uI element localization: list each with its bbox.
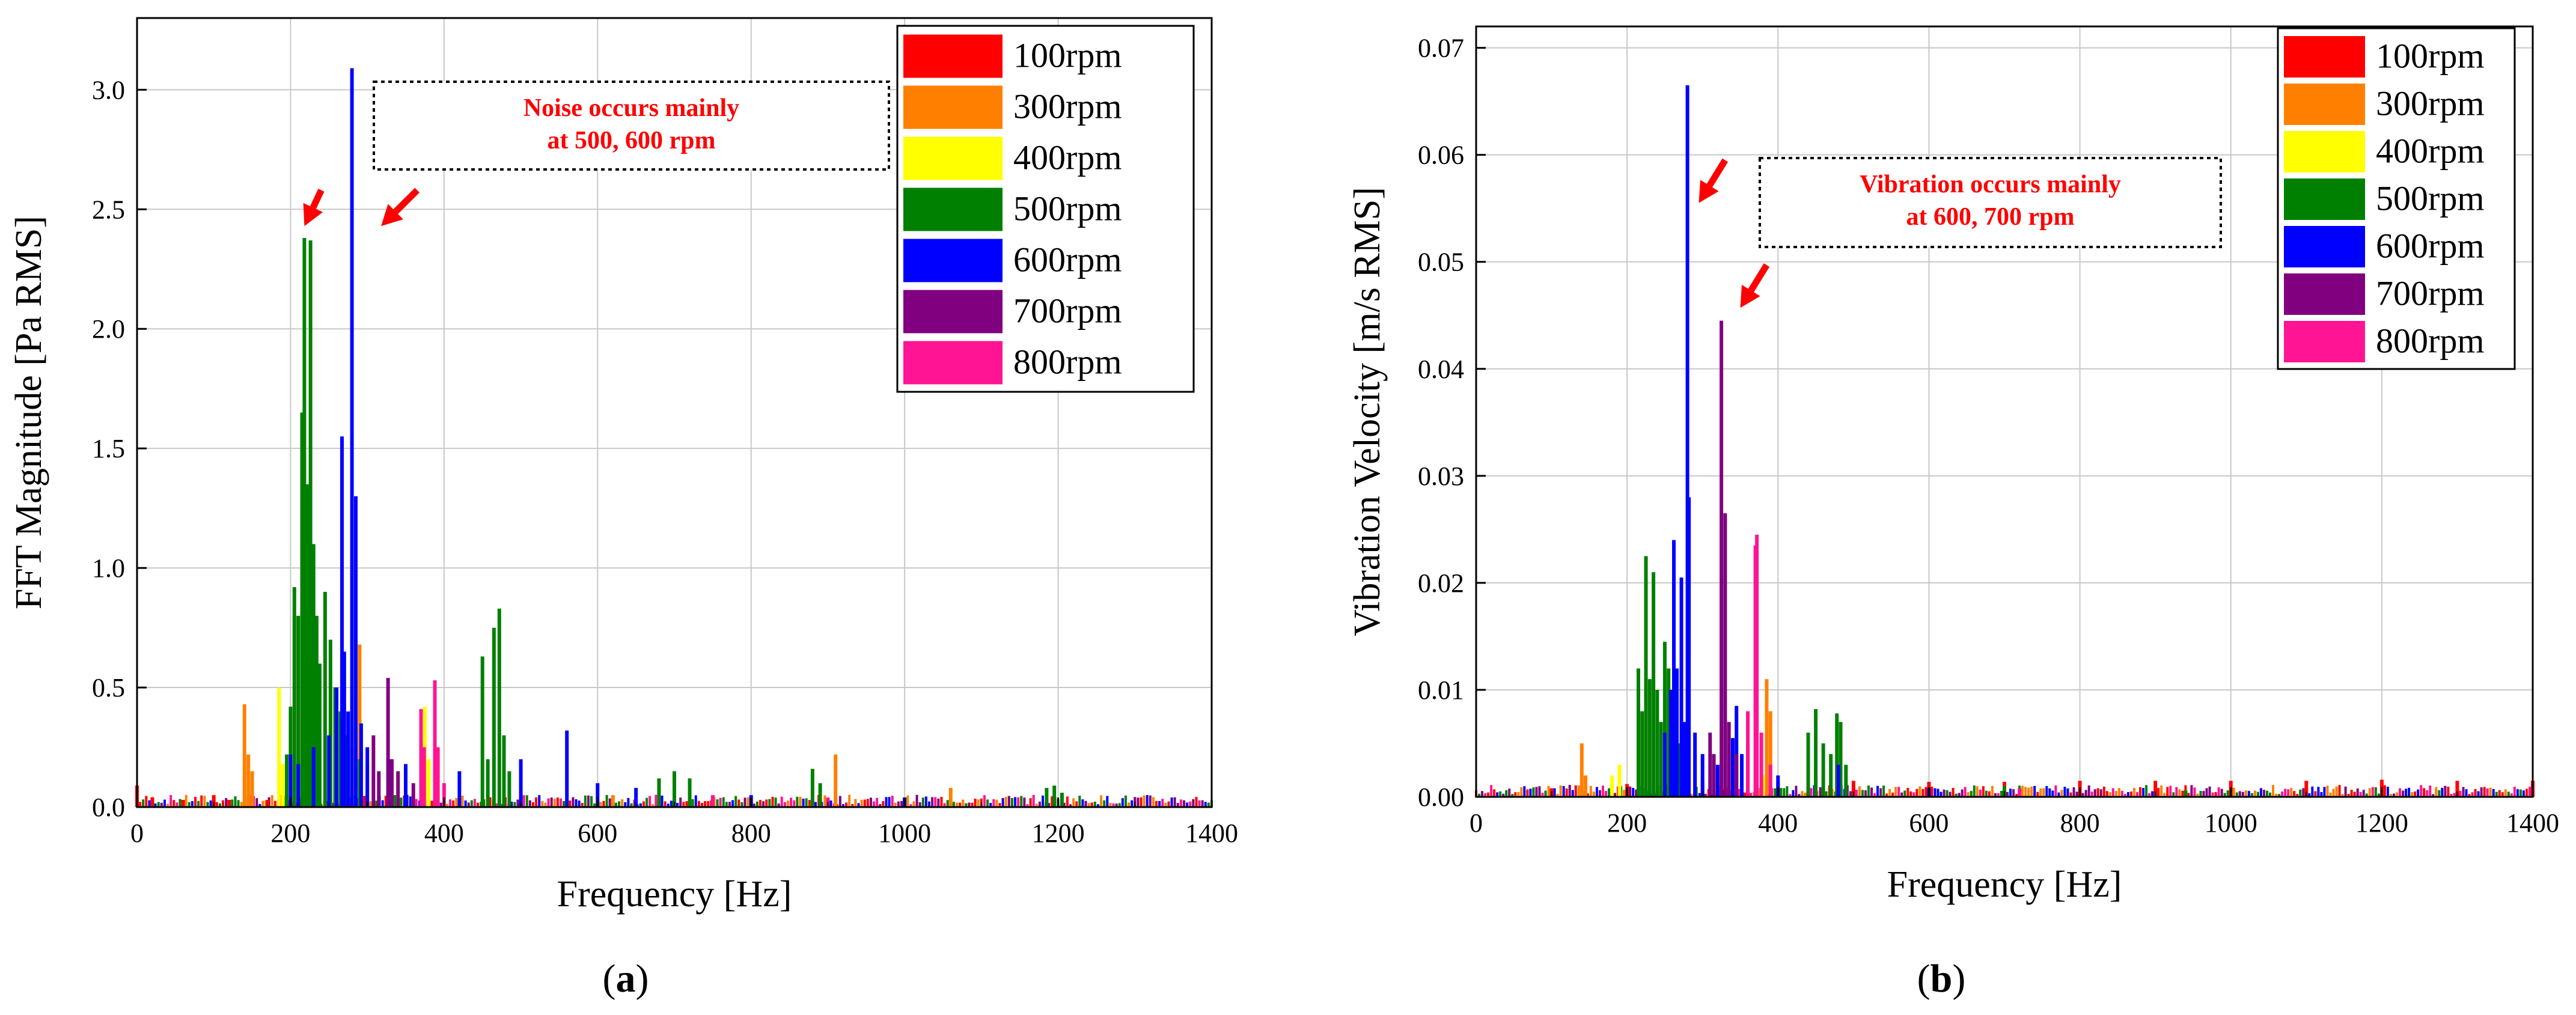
x-tick-label: 1400 bbox=[1185, 818, 1238, 848]
legend-swatch bbox=[903, 136, 1003, 180]
arrow-head bbox=[1740, 284, 1760, 308]
y-tick-label: 0.00 bbox=[1418, 782, 1464, 812]
annotation: Vibration occurs mainly at 600, 700 rpm bbox=[1759, 157, 2222, 248]
panel-label: (b) bbox=[1917, 957, 1966, 1001]
panel-b: 0 200 400 600 800 1000 1200 1400 0.00 0.01 0.02 0.0… bbox=[1347, 25, 2559, 1001]
legend-label: 300rpm bbox=[2376, 84, 2484, 123]
x-tick-label: 1200 bbox=[1032, 818, 1085, 848]
x-tick-label: 800 bbox=[731, 818, 771, 848]
annotation: Noise occurs mainly at 500, 600 rpm bbox=[373, 81, 890, 171]
x-tick-label: 200 bbox=[270, 818, 310, 848]
series-500rpm bbox=[1636, 556, 2188, 797]
annotation-box bbox=[373, 81, 890, 171]
arrow-head bbox=[1699, 180, 1719, 203]
legend-swatch bbox=[903, 34, 1003, 78]
legend-label: 500rpm bbox=[1013, 189, 1122, 228]
x-tick-label: 800 bbox=[2060, 808, 2100, 838]
y-tick-label: 0.05 bbox=[1418, 248, 1464, 277]
y-axis-label: FFT Magnitude [Pa RMS] bbox=[8, 216, 49, 609]
arrow-shaft bbox=[1706, 158, 1729, 187]
legend-swatch bbox=[2284, 178, 2365, 220]
x-tick-label: 400 bbox=[424, 818, 464, 848]
arrow-head bbox=[303, 203, 323, 227]
annotation-box bbox=[1759, 157, 2222, 248]
arrow-shaft bbox=[1748, 263, 1770, 293]
legend-label: 400rpm bbox=[2376, 132, 2484, 171]
legend-label: 500rpm bbox=[2376, 179, 2484, 218]
x-tick-label: 0 bbox=[130, 818, 144, 848]
annotation-text: at 500, 600 rpm bbox=[548, 127, 716, 154]
legend-swatch bbox=[903, 187, 1003, 231]
y-tick-label: 1.5 bbox=[92, 434, 125, 463]
y-tick-label: 0.03 bbox=[1418, 462, 1464, 491]
x-axis-label: Frequency [Hz] bbox=[1887, 864, 2122, 905]
legend-swatch bbox=[903, 290, 1003, 334]
legend-swatch bbox=[2284, 321, 2365, 362]
legend-swatch bbox=[903, 239, 1003, 282]
y-tick-label: 0.5 bbox=[92, 673, 125, 703]
series-300rpm bbox=[1579, 679, 1818, 797]
y-axis-label: Vibration Velocity [m/s RMS] bbox=[1347, 187, 1388, 636]
x-tick-label: 1000 bbox=[878, 818, 931, 848]
annotation-arrow bbox=[381, 187, 420, 227]
x-tick-label: 1200 bbox=[2355, 808, 2408, 838]
y-tick-label: 0.04 bbox=[1418, 355, 1464, 384]
y-tick-label: 0.0 bbox=[92, 793, 125, 822]
legend-label: 700rpm bbox=[2376, 274, 2484, 313]
x-tick-label: 1400 bbox=[2506, 808, 2559, 838]
legend-label: 600rpm bbox=[1013, 240, 1122, 279]
legend-swatch bbox=[2284, 131, 2365, 172]
legend-label: 300rpm bbox=[1013, 87, 1122, 126]
legend-label: 100rpm bbox=[1013, 36, 1122, 75]
legend-label: 700rpm bbox=[1013, 291, 1122, 331]
y-tick-label: 2.0 bbox=[92, 314, 125, 344]
x-axis-label: Frequency [Hz] bbox=[557, 874, 792, 915]
legend: 100rpm 300rpm 400rpm 500rpm 600rpm 700rpm 800r… bbox=[2277, 27, 2516, 370]
series-600rpm bbox=[288, 68, 907, 807]
x-tick-label: 600 bbox=[578, 818, 617, 848]
annotation-arrow bbox=[303, 189, 325, 227]
arrow-shaft bbox=[393, 187, 420, 215]
x-tick-label: 600 bbox=[1909, 808, 1949, 838]
legend-label: 800rpm bbox=[2376, 322, 2484, 361]
legend-swatch bbox=[903, 85, 1003, 129]
annotation-text: Noise occurs mainly bbox=[523, 94, 739, 122]
legend-swatch bbox=[2284, 36, 2365, 78]
y-tick-label: 3.0 bbox=[92, 75, 125, 105]
legend-swatch bbox=[2284, 226, 2365, 267]
legend-label: 100rpm bbox=[2376, 37, 2484, 76]
legend-label: 400rpm bbox=[1013, 138, 1122, 177]
legend: 100rpm 300rpm 400rpm 500rpm 600rpm 700rpm 800r… bbox=[896, 25, 1195, 393]
annotation-text: Vibration occurs mainly bbox=[1860, 171, 2121, 198]
series-800rpm bbox=[419, 680, 830, 807]
x-tick-label: 1000 bbox=[2205, 808, 2257, 838]
legend-swatch bbox=[2284, 273, 2365, 315]
y-tick-label: 1.0 bbox=[92, 553, 125, 583]
annotation-arrow bbox=[1699, 158, 1729, 203]
panel-label: (a) bbox=[603, 957, 649, 1001]
y-tick-label: 0.07 bbox=[1418, 34, 1464, 63]
legend-label: 600rpm bbox=[2376, 227, 2484, 266]
y-tick-label: 0.01 bbox=[1418, 675, 1464, 705]
series-700rpm bbox=[371, 678, 415, 807]
x-tick-label: 200 bbox=[1607, 808, 1647, 838]
y-tick-label: 0.06 bbox=[1418, 141, 1464, 170]
legend-swatch bbox=[903, 341, 1003, 385]
series-700rpm bbox=[1708, 320, 1739, 797]
series-800rpm bbox=[1746, 534, 2022, 797]
panel-a: 0 200 400 600 800 1000 1200 1400 0.0 0.5 1.0 1.5 2.0… bbox=[8, 17, 1238, 1001]
arrow-head bbox=[381, 204, 403, 227]
annotation-arrow bbox=[1740, 263, 1770, 308]
legend-swatch bbox=[2284, 84, 2365, 125]
legend-label: 800rpm bbox=[1013, 343, 1122, 382]
x-tick-label: 400 bbox=[1758, 808, 1798, 838]
x-tick-label: 0 bbox=[1470, 808, 1483, 838]
arrow-shaft bbox=[310, 189, 325, 209]
annotation-text: at 600, 700 rpm bbox=[1906, 203, 2075, 231]
y-tick-label: 0.02 bbox=[1418, 568, 1464, 598]
y-tick-label: 2.5 bbox=[92, 195, 125, 224]
